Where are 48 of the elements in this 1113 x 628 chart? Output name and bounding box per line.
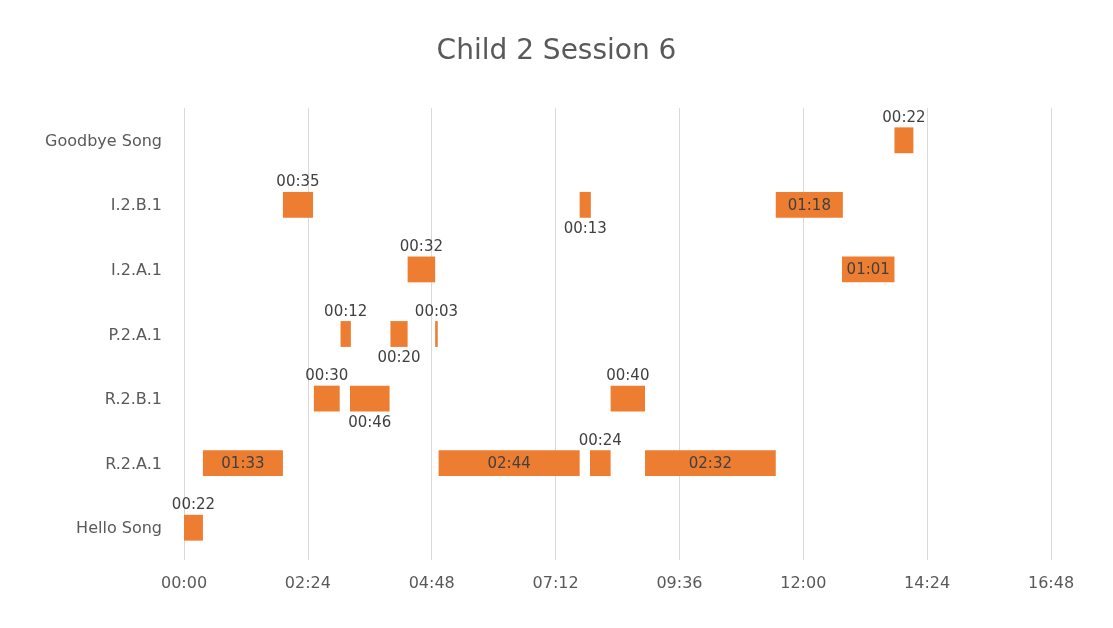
data-label: 00:22 (882, 107, 926, 126)
bar (645, 450, 776, 477)
data-label: 01:18 (787, 195, 831, 214)
x-tick-label: 14:24 (904, 572, 951, 592)
bar (313, 385, 340, 412)
data-label: 00:30 (305, 366, 349, 385)
data-label: 01:33 (221, 454, 265, 473)
data-label: 00:24 (578, 430, 622, 449)
bar (589, 450, 611, 477)
data-label: 00:20 (377, 348, 421, 367)
y-tick-label: I.2.A.1 (111, 259, 162, 279)
data-label: 00:32 (399, 237, 444, 256)
data-label: 00:46 (348, 412, 392, 431)
bar (202, 450, 283, 477)
bar (407, 256, 436, 283)
data-label: 02:32 (688, 454, 733, 473)
bar (894, 127, 914, 154)
x-tick-label: 00:00 (160, 572, 208, 592)
bar (390, 321, 408, 347)
y-tick-label: P.2.A.1 (108, 324, 162, 344)
bar (579, 191, 591, 218)
x-tick-label: 09:36 (656, 572, 703, 592)
data-label: 00:40 (606, 366, 650, 385)
x-tick-label: 02:24 (284, 572, 331, 592)
x-tick-label: 12:00 (780, 572, 827, 592)
bar (350, 385, 390, 412)
data-label: 00:35 (276, 172, 320, 191)
x-tick-label: 07:12 (532, 572, 579, 592)
x-tick-label: 04:48 (408, 572, 455, 592)
bar (438, 450, 580, 477)
x-tick-label: 16:48 (1027, 572, 1075, 592)
bar (435, 321, 438, 347)
data-label: 02:44 (487, 454, 531, 473)
bar (184, 514, 203, 541)
y-tick-label: R.2.A.1 (105, 453, 162, 473)
bar (282, 191, 314, 218)
chart-title: Child 2 Session 6 (436, 32, 677, 66)
bar (340, 321, 351, 347)
y-tick-label: Goodbye Song (45, 130, 162, 150)
data-label: 01:01 (846, 260, 890, 279)
data-label: 00:03 (414, 301, 459, 320)
data-label: 00:22 (171, 495, 216, 514)
bar (610, 385, 646, 412)
y-tick-label: R.2.B.1 (104, 389, 162, 409)
data-label: 00:12 (324, 301, 368, 320)
y-tick-label: Hello Song (76, 518, 162, 538)
y-tick-label: I.2.B.1 (110, 195, 162, 215)
data-label: 00:13 (563, 219, 607, 238)
